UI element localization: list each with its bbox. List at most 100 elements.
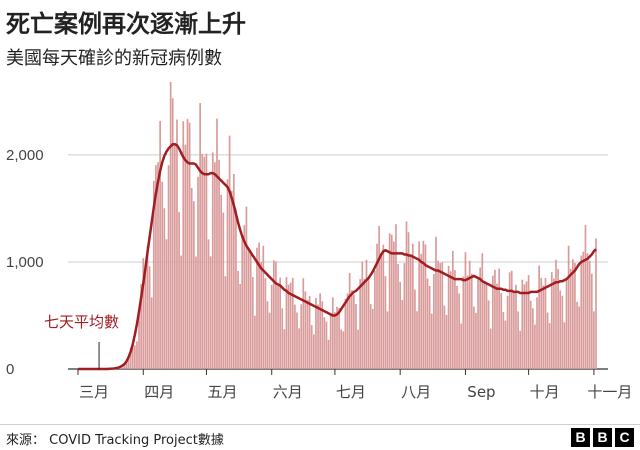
daily-bar	[580, 255, 583, 369]
daily-bar	[550, 272, 553, 369]
daily-bar	[468, 260, 471, 369]
daily-bar	[388, 233, 391, 369]
x-tick-label: 四月	[144, 383, 174, 401]
daily-bar	[169, 81, 172, 369]
x-tick-label: 六月	[273, 383, 303, 401]
daily-bar	[287, 284, 290, 369]
daily-bar	[422, 240, 425, 369]
daily-bar	[426, 278, 429, 369]
daily-bar	[595, 238, 597, 369]
daily-bar	[409, 254, 412, 369]
daily-bar	[565, 279, 568, 369]
daily-bar	[275, 261, 277, 369]
daily-bar	[359, 279, 361, 369]
daily-bar	[146, 245, 149, 369]
daily-bar	[569, 268, 572, 369]
daily-bar	[228, 135, 231, 369]
daily-bar	[310, 325, 313, 369]
x-tick-label: 十月	[530, 383, 560, 401]
daily-bar	[199, 103, 201, 369]
daily-bar	[416, 311, 418, 369]
x-tick-label: 十一月	[587, 383, 632, 401]
daily-bar	[536, 297, 538, 369]
daily-bar	[142, 258, 145, 369]
daily-bar	[262, 245, 265, 369]
daily-bar	[441, 262, 444, 369]
daily-bar	[435, 236, 437, 369]
daily-bar	[546, 312, 549, 369]
daily-bar	[531, 308, 534, 369]
daily-bar	[186, 118, 189, 370]
daily-bar	[510, 270, 513, 369]
daily-bar	[243, 225, 246, 369]
daily-bar	[331, 297, 334, 369]
daily-bar	[294, 304, 296, 369]
daily-bar	[205, 153, 208, 369]
daily-bar	[258, 242, 260, 369]
x-tick-label: 八月	[401, 383, 431, 401]
daily-bar	[506, 295, 509, 369]
y-tick-label: 1,000	[6, 254, 44, 271]
daily-bar	[152, 180, 155, 369]
daily-bar	[256, 247, 258, 369]
daily-bar	[171, 98, 174, 370]
daily-bar	[313, 334, 315, 369]
daily-bar	[201, 153, 204, 369]
daily-bar	[235, 208, 237, 369]
daily-bar	[563, 322, 566, 369]
daily-bar	[361, 261, 364, 369]
daily-bar	[353, 294, 355, 369]
daily-bar	[176, 119, 178, 369]
daily-bar	[504, 320, 507, 369]
page-subtitle: 美國每天確診的新冠病例數	[6, 48, 222, 69]
daily-bar	[393, 241, 395, 369]
daily-bar	[247, 247, 250, 369]
daily-bar	[380, 255, 383, 369]
daily-bar	[582, 251, 585, 369]
daily-bar	[144, 269, 147, 369]
daily-bar	[304, 291, 307, 369]
daily-bar	[418, 241, 420, 369]
daily-bar	[479, 267, 482, 369]
daily-bar	[521, 279, 524, 369]
daily-bar	[245, 206, 248, 369]
daily-bar	[298, 328, 300, 369]
daily-bar	[449, 271, 452, 369]
daily-bar	[188, 122, 191, 369]
average-label: 七天平均數	[44, 313, 119, 331]
daily-bar	[131, 344, 134, 369]
daily-bar	[121, 367, 124, 369]
daily-bar	[203, 156, 206, 369]
daily-bar	[483, 281, 486, 369]
daily-bar	[357, 329, 359, 369]
daily-bar	[475, 312, 477, 369]
daily-bar	[134, 345, 136, 369]
daily-bar	[350, 290, 353, 369]
daily-bar	[428, 286, 431, 369]
bbc-logo-letter: C	[615, 428, 634, 447]
daily-bar	[395, 224, 397, 369]
daily-bar	[272, 260, 275, 369]
daily-bar	[192, 201, 195, 369]
daily-bar	[494, 269, 496, 369]
daily-bar	[138, 313, 140, 369]
daily-bar	[386, 311, 389, 369]
daily-bar	[559, 290, 562, 369]
daily-bar	[574, 262, 576, 369]
daily-bar	[525, 281, 528, 369]
daily-bar	[363, 278, 366, 369]
daily-bar	[508, 272, 511, 369]
daily-bar	[315, 297, 317, 369]
daily-bar	[195, 256, 197, 369]
daily-bar	[371, 309, 374, 369]
daily-bar	[397, 264, 399, 369]
daily-bar	[519, 330, 522, 369]
daily-bar	[544, 277, 547, 369]
daily-bar	[289, 282, 292, 369]
daily-bar	[517, 311, 519, 369]
daily-bar	[308, 295, 311, 369]
daily-bar	[336, 306, 338, 369]
daily-bar	[348, 272, 351, 369]
daily-bar	[182, 121, 185, 369]
daily-bar	[268, 312, 271, 369]
